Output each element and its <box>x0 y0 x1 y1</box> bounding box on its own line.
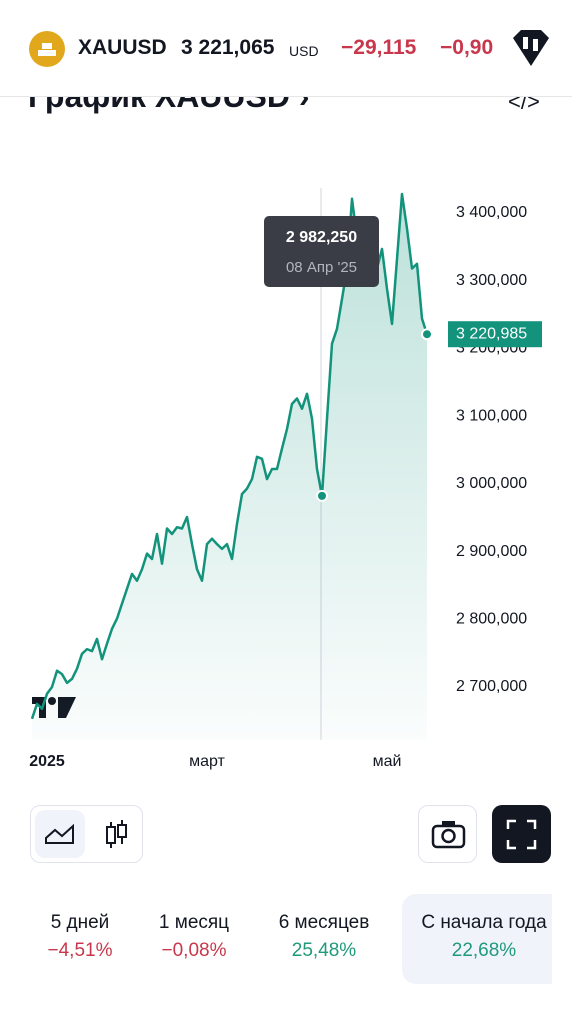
price: 3 221,065 <box>181 36 275 59</box>
screenshot-button[interactable] <box>418 805 477 863</box>
selected-tab-bg <box>402 894 552 984</box>
fullscreen-button[interactable] <box>492 805 551 863</box>
period-change: −0,08% <box>161 940 227 961</box>
point <box>421 328 433 341</box>
last-price-label: 3 220,985 <box>456 325 527 342</box>
y-tick-label: 3 000,000 <box>456 475 527 492</box>
gold-icon <box>29 31 65 67</box>
area-chart-button[interactable] <box>35 810 85 858</box>
candle-icon[interactable] <box>511 28 551 68</box>
area <box>32 194 427 740</box>
y-tick-label: 3 400,000 <box>456 204 527 221</box>
x-tick-label: май <box>373 753 402 770</box>
x-tick-label: март <box>189 753 225 770</box>
y-tick-label: 2 700,000 <box>456 678 527 695</box>
change-pct: −0,90 <box>440 36 494 59</box>
point <box>316 489 328 502</box>
header: XAUUSD 3 221,065 USD −29,115 −0,90 <box>0 0 572 97</box>
area-icon <box>45 823 74 844</box>
period-label: 1 месяц <box>158 912 230 933</box>
period-change: −4,51% <box>47 940 113 961</box>
period-change: 25,48% <box>291 940 357 961</box>
change: −29,115 <box>341 36 417 59</box>
unit: USD <box>289 43 319 59</box>
y-tick-label: 3 100,000 <box>456 407 527 424</box>
y-tick-label: 3 300,000 <box>456 272 527 289</box>
period-tabs: 5 дней −4,51% 1 месяц −0,08% 6 месяцев 25,48%… <box>40 890 552 986</box>
period-tab[interactable]: 6 месяцев 25,48% <box>249 912 399 962</box>
period-tab[interactable]: С начала года 22,68% <box>409 912 552 962</box>
period-tab[interactable]: 1 месяц −0,08% <box>119 912 269 962</box>
candles-button[interactable] <box>91 810 141 858</box>
period-change: 22,68% <box>451 940 517 961</box>
tabs-row: 5 дней −4,51% 1 месяц −0,08% 6 месяцев 25,48%… <box>40 890 552 986</box>
y-tick-label: 2 800,000 <box>456 610 527 627</box>
x-tick-label: 2025 <box>29 753 65 770</box>
tooltip-date: 08 Апр '25 <box>286 259 357 276</box>
chart-type-group <box>30 805 143 863</box>
tooltip: 2 982,250 08 Апр '25 <box>264 216 379 287</box>
period-label: 6 месяцев <box>278 912 370 933</box>
symbol: XAUUSD <box>78 36 167 59</box>
period-tab[interactable]: 5 дней −4,51% <box>40 912 155 962</box>
tooltip-value: 2 982,250 <box>286 229 357 246</box>
y-tick-label: 2 900,000 <box>456 543 527 560</box>
tooltip-box <box>264 216 379 287</box>
period-label: 5 дней <box>50 912 110 933</box>
period-label: С начала года <box>421 912 547 933</box>
last-price-tag <box>448 321 542 348</box>
